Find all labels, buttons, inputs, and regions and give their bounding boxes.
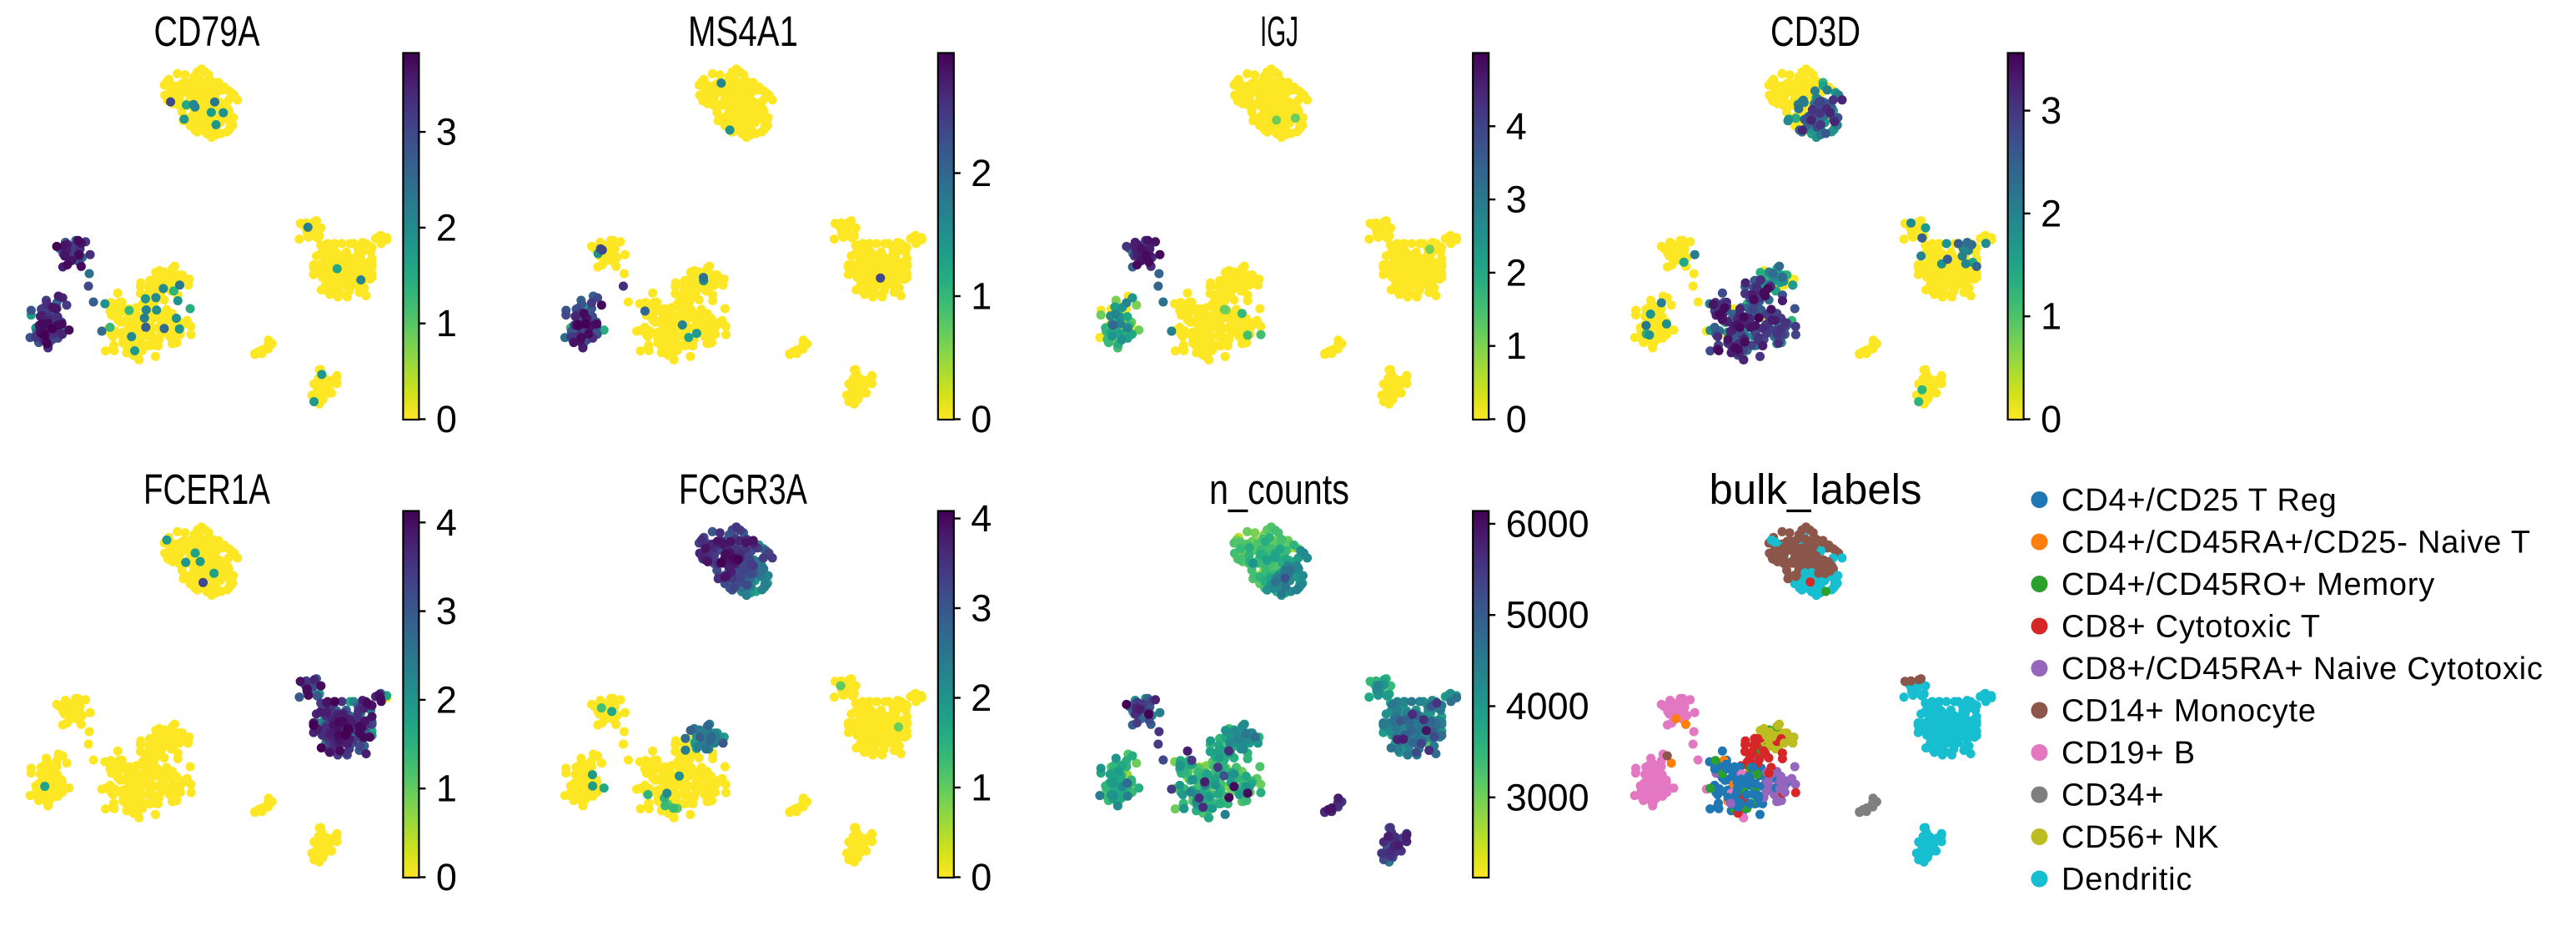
svg-text:1: 1 [971,767,992,809]
svg-text:2: 2 [971,677,992,719]
svg-text:IGJ: IGJ [1260,8,1298,55]
svg-text:CD4+/CD45RA+/CD25- Naive T: CD4+/CD45RA+/CD25- Naive T [2061,526,2531,561]
svg-text:3: 3 [436,590,457,632]
svg-text:CD8+ Cytotoxic T: CD8+ Cytotoxic T [2061,610,2321,645]
svg-text:CD56+ NK: CD56+ NK [2061,820,2219,855]
svg-text:2: 2 [436,206,457,249]
svg-text:2: 2 [436,678,457,721]
svg-text:1: 1 [971,275,992,318]
svg-text:4000: 4000 [1506,685,1589,727]
svg-text:3: 3 [971,587,992,630]
svg-text:0: 0 [2041,398,2061,440]
svg-text:FCGR3A: FCGR3A [679,466,807,513]
svg-text:0: 0 [971,398,992,440]
svg-text:2: 2 [1506,251,1527,294]
svg-text:4: 4 [1506,105,1527,148]
svg-text:CD4+/CD45RO+ Memory: CD4+/CD45RO+ Memory [2061,567,2435,602]
svg-text:CD8+/CD45RA+ Naive Cytotoxic: CD8+/CD45RA+ Naive Cytotoxic [2061,652,2543,687]
svg-text:3: 3 [436,111,457,153]
svg-text:CD3D: CD3D [1770,8,1860,55]
svg-text:3: 3 [2041,89,2061,132]
svg-text:1: 1 [436,767,457,810]
svg-text:2: 2 [2041,192,2061,234]
svg-text:5000: 5000 [1506,594,1589,637]
svg-text:n_counts: n_counts [1209,466,1349,513]
svg-text:bulk_labels: bulk_labels [1710,466,1922,513]
svg-text:0: 0 [971,856,992,898]
svg-text:MS4A1: MS4A1 [688,8,798,55]
svg-text:3: 3 [1506,179,1527,221]
svg-text:1: 1 [436,302,457,345]
svg-text:1: 1 [1506,325,1527,367]
svg-text:3000: 3000 [1506,776,1589,818]
svg-text:CD79A: CD79A [154,8,260,55]
svg-text:CD14+ Monocyte: CD14+ Monocyte [2061,694,2317,729]
svg-text:2: 2 [971,152,992,194]
svg-text:CD34+: CD34+ [2061,778,2164,813]
svg-text:CD19+ B: CD19+ B [2061,736,2196,771]
svg-text:FCER1A: FCER1A [143,466,270,513]
svg-text:CD4+/CD25 T Reg: CD4+/CD25 T Reg [2061,483,2337,518]
svg-text:0: 0 [436,398,457,440]
svg-text:0: 0 [1506,398,1527,440]
svg-text:4: 4 [971,497,992,540]
svg-text:0: 0 [436,856,457,898]
svg-text:4: 4 [436,501,457,544]
svg-text:1: 1 [2041,295,2061,338]
svg-text:Dendritic: Dendritic [2061,863,2192,898]
svg-text:6000: 6000 [1506,502,1589,545]
